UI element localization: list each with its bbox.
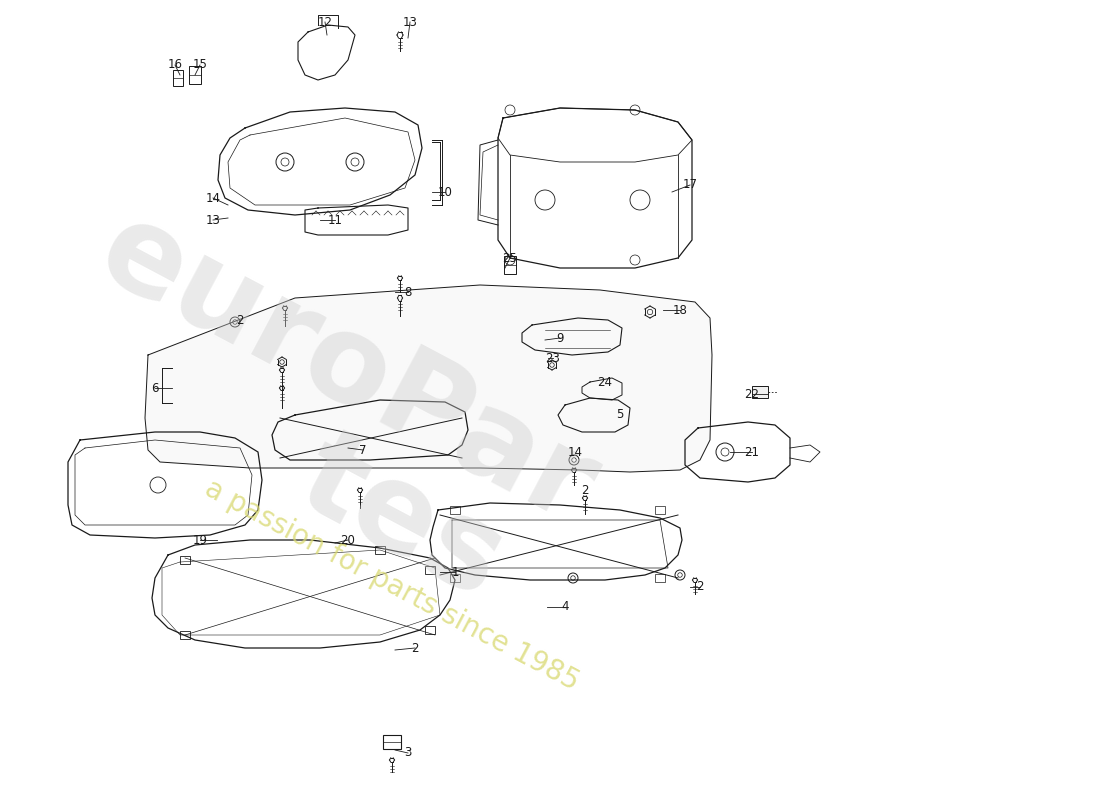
Text: 16: 16 xyxy=(167,58,183,71)
Text: 13: 13 xyxy=(403,15,417,29)
Text: 21: 21 xyxy=(745,446,759,458)
Bar xyxy=(173,70,183,86)
Text: 2: 2 xyxy=(696,581,704,594)
Text: tes: tes xyxy=(280,418,524,622)
Text: 14: 14 xyxy=(568,446,583,459)
Text: 3: 3 xyxy=(405,746,411,759)
Text: a passion for parts since 1985: a passion for parts since 1985 xyxy=(200,474,584,696)
Bar xyxy=(654,506,666,514)
Text: 14: 14 xyxy=(206,191,220,205)
Bar xyxy=(180,631,190,639)
Text: 19: 19 xyxy=(192,534,208,546)
Bar xyxy=(752,386,768,398)
Text: 11: 11 xyxy=(328,214,342,226)
Text: 9: 9 xyxy=(557,331,563,345)
Text: 25: 25 xyxy=(503,251,517,265)
Bar xyxy=(504,256,516,274)
Bar xyxy=(450,506,460,514)
Text: 7: 7 xyxy=(360,443,366,457)
Text: 2: 2 xyxy=(236,314,244,326)
Text: 2: 2 xyxy=(581,483,589,497)
Text: 13: 13 xyxy=(206,214,220,226)
Text: 8: 8 xyxy=(405,286,411,298)
Text: euroPar: euroPar xyxy=(80,191,615,549)
Text: 23: 23 xyxy=(546,351,560,365)
Bar xyxy=(654,574,666,582)
Bar xyxy=(375,546,385,554)
Text: 15: 15 xyxy=(192,58,208,71)
Text: 12: 12 xyxy=(318,15,332,29)
Bar xyxy=(425,626,435,634)
Bar xyxy=(383,735,402,749)
Text: 18: 18 xyxy=(672,303,688,317)
Text: 6: 6 xyxy=(152,382,158,394)
Text: 10: 10 xyxy=(438,186,452,198)
Polygon shape xyxy=(145,285,712,472)
Bar xyxy=(180,556,190,564)
Text: 1: 1 xyxy=(451,566,459,578)
Text: 24: 24 xyxy=(597,377,613,390)
Bar xyxy=(450,574,460,582)
Text: 17: 17 xyxy=(682,178,697,191)
Bar xyxy=(425,566,435,574)
Text: 2: 2 xyxy=(411,642,419,654)
Text: 5: 5 xyxy=(616,409,624,422)
Text: 22: 22 xyxy=(745,387,759,401)
Bar xyxy=(189,66,201,84)
Text: 20: 20 xyxy=(341,534,355,546)
Text: 4: 4 xyxy=(561,601,569,614)
